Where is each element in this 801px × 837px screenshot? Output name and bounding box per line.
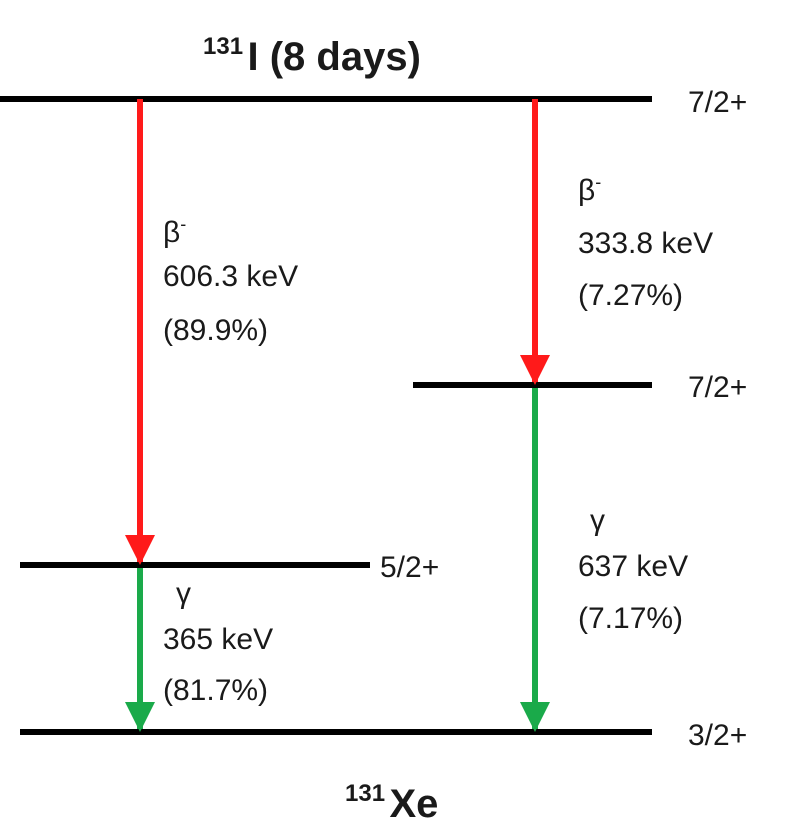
spin-label-excited-637: 7/2+	[688, 371, 747, 404]
beta-2-symbol: β-	[578, 172, 601, 207]
beta-2-energy: 333.8 keV	[578, 227, 713, 260]
gamma-1-energy: 365 keV	[163, 623, 273, 656]
parent-title: 131 I (8 days)	[203, 33, 421, 79]
gamma-1-intensity: (81.7%)	[163, 674, 268, 707]
spin-label-ground: 3/2+	[688, 719, 747, 752]
beta-1-symbol: β-	[163, 214, 186, 249]
daughter-mass-number: 131	[345, 780, 385, 807]
spin-label-excited-365: 5/2+	[380, 551, 439, 584]
parent-mass-number: 131	[203, 33, 243, 60]
gamma-2-intensity: (7.17%)	[578, 602, 683, 635]
gamma-2-symbol: γ	[590, 504, 605, 537]
beta-1-energy: 606.3 keV	[163, 260, 298, 293]
gamma-2-energy: 637 keV	[578, 550, 688, 583]
beta-1-intensity: (89.9%)	[163, 314, 268, 347]
daughter-symbol: Xe	[390, 782, 439, 826]
gamma-1-symbol: γ	[176, 577, 191, 610]
spin-label-parent: 7/2+	[688, 86, 747, 119]
daughter-title: 131 Xe	[345, 780, 438, 826]
beta-2-intensity: (7.27%)	[578, 279, 683, 312]
parent-name: I (8 days)	[248, 35, 421, 79]
